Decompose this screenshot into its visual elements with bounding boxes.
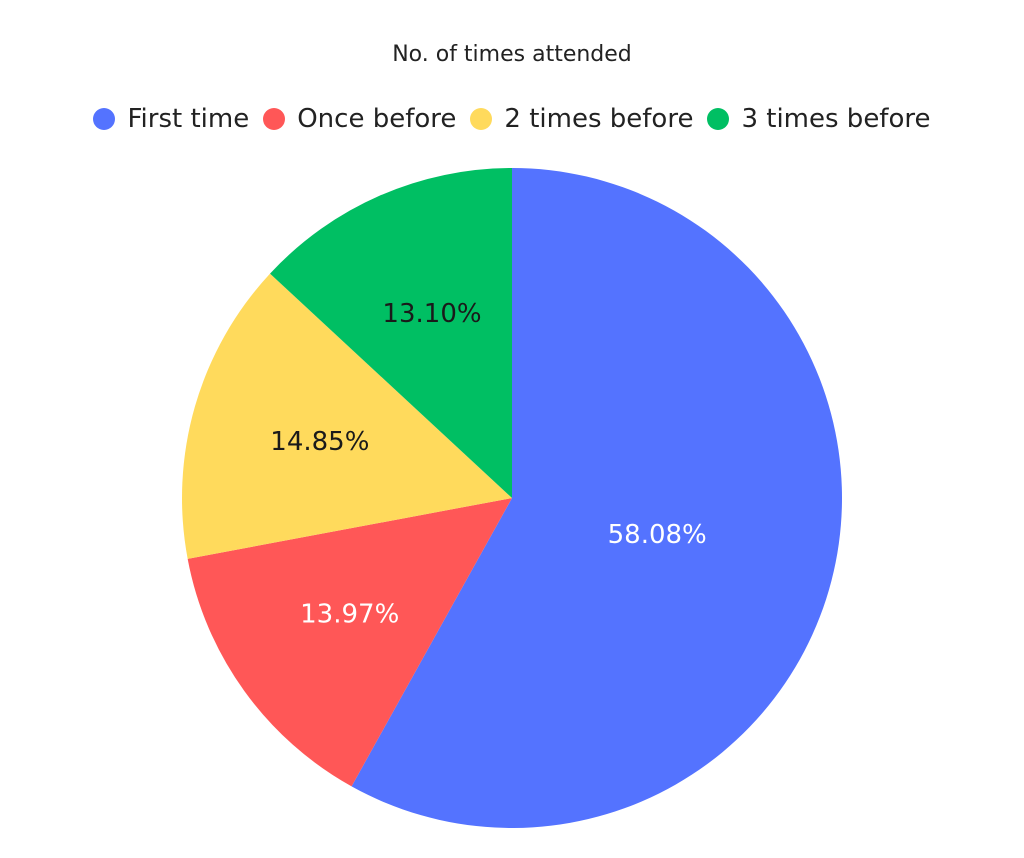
legend-item-3-times-before: 3 times before — [707, 104, 931, 134]
legend-label-2-times-before: 2 times before — [504, 104, 694, 134]
legend-swatch-2-times-before — [470, 108, 493, 130]
legend-label-3-times-before: 3 times before — [741, 104, 931, 134]
pie-slices — [181, 167, 843, 828]
legend-swatch-first-time — [93, 108, 116, 130]
pie-slice-2-times-before — [181, 273, 512, 559]
legend-swatch-3-times-before — [707, 108, 730, 130]
legend-label-first-time: First time — [127, 104, 250, 134]
pie-slice-first-time — [351, 167, 843, 828]
legend: First time Once before 2 times before 3 … — [0, 104, 1024, 134]
pie-label-once-before: 13.97% — [300, 599, 399, 629]
pie-slice-3-times-before — [270, 168, 512, 498]
pie-labels: 58.08% 13.97% 14.85% 13.10% — [270, 299, 706, 629]
pie-label-3-times-before: 13.10% — [382, 299, 481, 329]
pie-slice-once-before — [187, 498, 513, 787]
legend-item-once-before: Once before — [263, 104, 456, 134]
pie-label-first-time: 58.08% — [608, 520, 707, 550]
legend-item-2-times-before: 2 times before — [470, 104, 693, 134]
pie-label-2-times-before: 14.85% — [270, 427, 369, 457]
legend-label-once-before: Once before — [297, 104, 457, 134]
legend-swatch-once-before — [263, 108, 286, 130]
legend-item-first-time: First time — [93, 104, 249, 134]
chart-title: No. of times attended — [392, 42, 632, 67]
